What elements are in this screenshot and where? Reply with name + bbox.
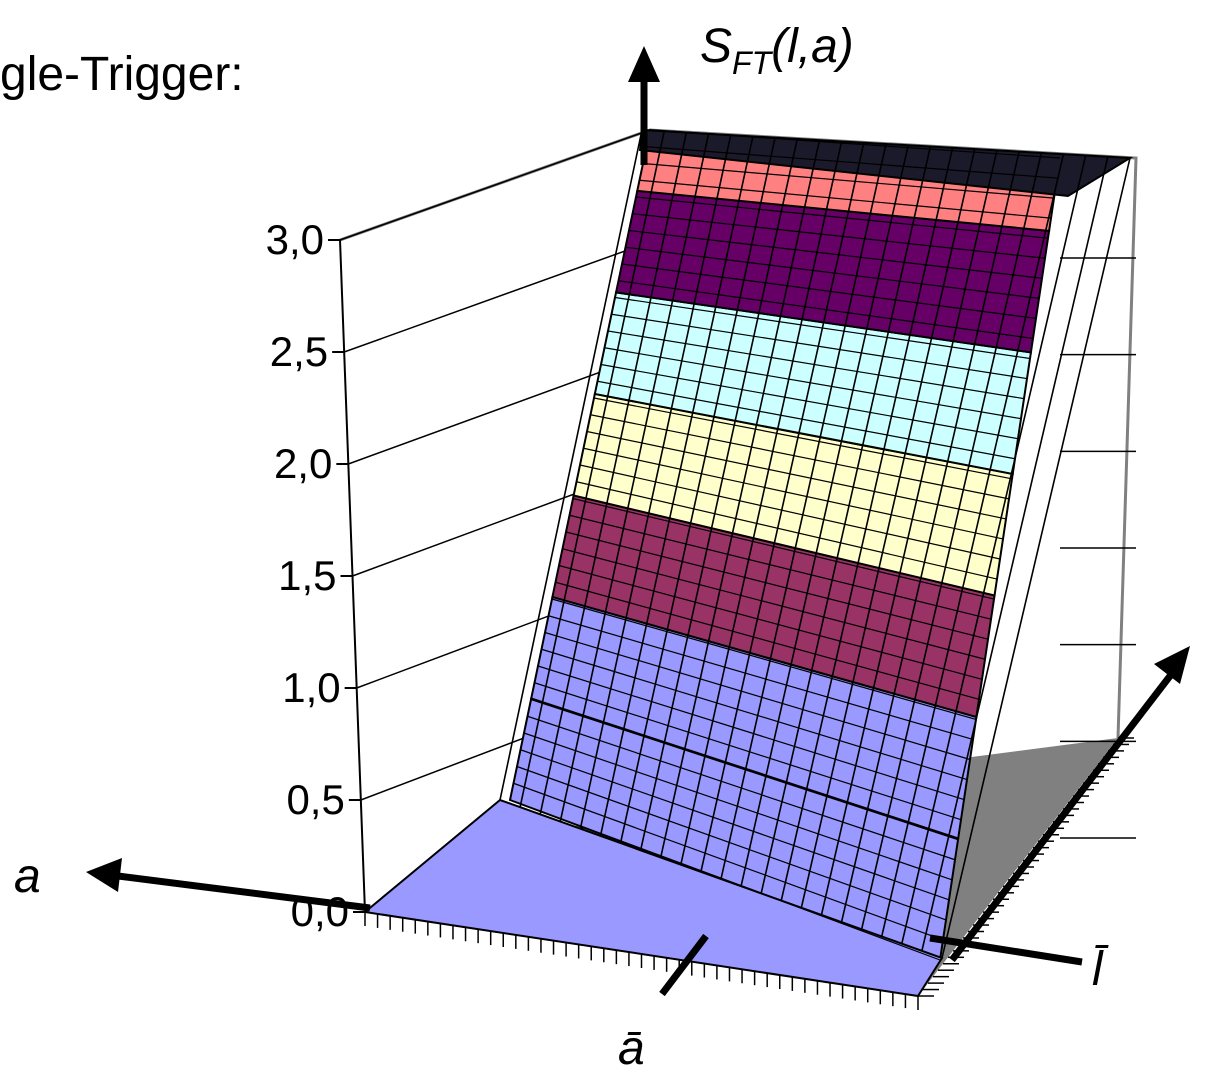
mesh-line xyxy=(639,179,1052,219)
mesh-line xyxy=(621,263,1037,319)
mesh-line xyxy=(579,464,1001,560)
mesh-line xyxy=(649,129,1061,159)
mesh-line xyxy=(565,531,989,640)
mesh-line xyxy=(639,138,799,851)
mesh-line xyxy=(780,147,954,901)
mesh-line xyxy=(513,782,944,941)
mesh-line xyxy=(625,246,1040,299)
l-axis-arrow xyxy=(949,673,1173,963)
mesh-line xyxy=(537,665,965,801)
mesh-line xyxy=(740,145,909,887)
mesh-line xyxy=(569,514,992,620)
mesh-line xyxy=(619,137,776,844)
mesh-line xyxy=(572,497,995,600)
z-gridline xyxy=(343,241,651,353)
mesh-line xyxy=(576,481,998,580)
a-axis-arrow xyxy=(117,872,371,912)
z-tick-label: 3,0 xyxy=(266,216,324,263)
l-bar-marker xyxy=(929,934,1083,966)
a-bar-marker xyxy=(659,933,709,997)
mesh-line xyxy=(551,598,977,720)
mesh-line xyxy=(519,131,665,808)
mesh-line xyxy=(760,146,932,894)
chart-title-fragment: gle-Trigger: xyxy=(0,48,244,101)
mesh-line xyxy=(921,156,1109,952)
z-tick-label: 2,0 xyxy=(274,440,332,487)
mesh-line xyxy=(509,799,941,961)
mesh-line xyxy=(516,765,947,921)
mesh-line xyxy=(618,280,1034,340)
mesh-line xyxy=(642,162,1055,199)
mesh-line xyxy=(534,682,962,821)
mesh-line xyxy=(600,363,1019,440)
mesh-line xyxy=(597,380,1016,460)
a-bar-label: ā xyxy=(618,1022,645,1070)
mesh-line xyxy=(523,732,953,881)
mesh-line xyxy=(800,148,976,908)
z-label-args: (l,a) xyxy=(771,20,854,73)
surface-mesh xyxy=(362,128,1134,998)
mesh-line xyxy=(659,140,821,858)
mesh-line xyxy=(941,157,1131,959)
mesh-line xyxy=(539,132,688,815)
mesh-line xyxy=(530,698,959,841)
z-tick-label: 0,0 xyxy=(291,888,349,935)
axis-arrows xyxy=(86,46,1190,997)
mesh-line xyxy=(628,229,1043,279)
z-axis-label: SFT(l,a) xyxy=(700,20,854,81)
mesh-line xyxy=(541,648,968,781)
z-tick-label: 2,5 xyxy=(270,328,328,375)
mesh-line xyxy=(583,447,1004,540)
mesh-line xyxy=(720,143,887,880)
mesh-line xyxy=(611,313,1028,380)
mesh-line xyxy=(499,129,643,801)
mesh-line xyxy=(901,155,1087,944)
z-arrow-head xyxy=(628,46,660,82)
mesh-line xyxy=(607,330,1025,400)
z-tick-labels: 0,0 0,5 1,0 1,5 2,0 2,5 3,0 xyxy=(266,216,349,935)
mesh-line xyxy=(635,196,1049,239)
mesh-line xyxy=(880,154,1065,937)
mesh-line xyxy=(555,581,980,700)
mesh-line xyxy=(646,146,1058,179)
mesh-line xyxy=(604,347,1022,420)
l-arrow-head xyxy=(1154,646,1190,684)
mesh-line xyxy=(680,141,843,865)
a-arrow-head xyxy=(86,858,122,892)
z-label-sub: FT xyxy=(732,45,774,81)
mesh-line xyxy=(558,564,983,680)
mesh-line xyxy=(632,213,1046,259)
z-label-base: S xyxy=(700,20,732,73)
z-tick-label: 0,5 xyxy=(286,776,344,823)
z-tick-label: 1,0 xyxy=(282,664,340,711)
l-bar-label: l̄ xyxy=(1092,943,1109,996)
mesh-line xyxy=(527,715,956,861)
mesh-line xyxy=(586,430,1007,520)
mesh-line xyxy=(548,615,974,741)
mesh-line xyxy=(593,397,1013,480)
mesh-line xyxy=(590,414,1010,500)
z-gridline xyxy=(339,129,651,241)
mesh-line xyxy=(614,296,1031,360)
mesh-line xyxy=(860,152,1043,930)
mesh-line xyxy=(520,749,950,901)
mesh-line xyxy=(700,142,865,872)
mesh-line xyxy=(562,548,986,660)
mesh-line xyxy=(840,151,1020,923)
mesh-line xyxy=(544,631,971,761)
z-tick-label: 1,5 xyxy=(278,552,336,599)
a-axis-label: a xyxy=(14,850,41,903)
mesh-line xyxy=(820,150,998,916)
